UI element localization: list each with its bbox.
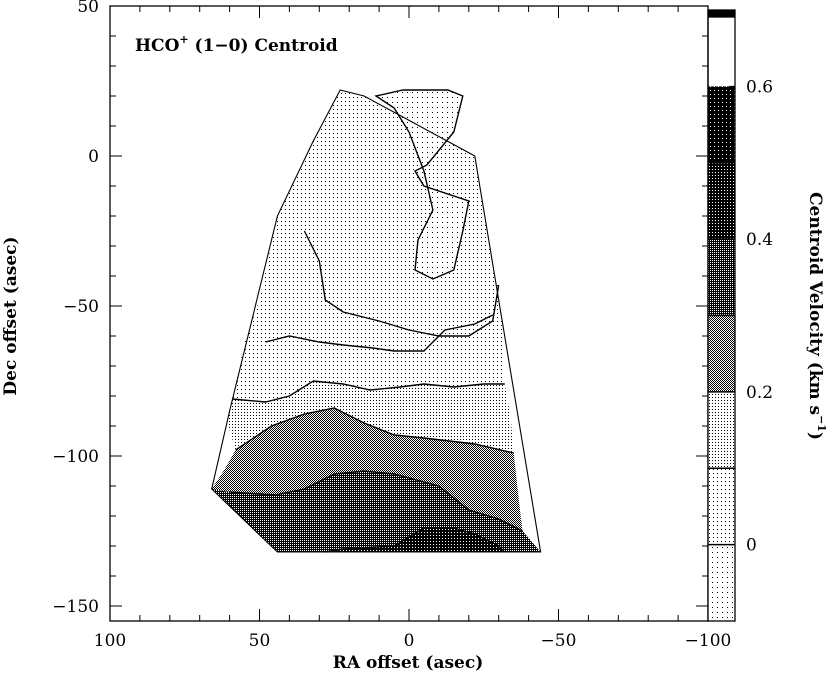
velocity-map bbox=[211, 90, 541, 552]
colorbar-swatch bbox=[708, 10, 735, 86]
contour-line bbox=[303, 230, 500, 337]
contour-lines bbox=[211, 89, 542, 553]
colorbar-label-close: ) bbox=[805, 432, 825, 440]
chart-title-superscript: + bbox=[179, 33, 188, 46]
y-tick-label: 0 bbox=[88, 147, 99, 167]
chart-title: HCO+ (1−0) Centroid bbox=[135, 33, 338, 56]
y-axis-label: Dec offset (asec) bbox=[1, 236, 21, 395]
velocity-band bbox=[232, 90, 505, 402]
contour-line bbox=[229, 470, 523, 532]
contour-line bbox=[325, 527, 506, 553]
x-axis: 100 50 0 −50 −100 bbox=[94, 6, 732, 651]
colorbar-label-superscript: −1 bbox=[815, 415, 828, 432]
colorbar-swatch bbox=[708, 162, 735, 240]
x-axis-label: RA offset (asec) bbox=[333, 653, 484, 673]
map-outline bbox=[211, 89, 542, 553]
colorbar-swatch bbox=[708, 86, 735, 163]
colorbar: 0 0.2 0.4 0.6 bbox=[707, 9, 773, 622]
colorbar-swatch bbox=[708, 315, 735, 392]
contour-line bbox=[235, 407, 514, 454]
colorbar-tick-label: 0.4 bbox=[746, 230, 773, 250]
colorbar-swatch bbox=[708, 391, 735, 469]
colorbar-swatch bbox=[708, 544, 735, 621]
y-tick-label: −100 bbox=[52, 447, 99, 467]
colorbar-frame bbox=[707, 9, 736, 622]
y-axis: 50 0 −50 −100 −150 bbox=[52, 0, 708, 617]
x-tick-label: −50 bbox=[541, 631, 577, 651]
colorbar-swatch bbox=[708, 10, 735, 18]
velocity-band bbox=[325, 528, 505, 552]
colorbar-swatch bbox=[708, 468, 735, 545]
colorbar-tick-label: 0 bbox=[746, 536, 757, 556]
y-tick-label: −50 bbox=[63, 297, 99, 317]
x-tick-label: −100 bbox=[685, 631, 732, 651]
contour-line bbox=[374, 89, 470, 280]
x-tick-label: 0 bbox=[404, 631, 415, 651]
contour-line bbox=[232, 380, 505, 403]
y-tick-label: 50 bbox=[77, 0, 99, 17]
colorbar-tick-label: 0.2 bbox=[746, 383, 773, 403]
colorbar-label: Centroid Velocity (km s−1) bbox=[805, 192, 828, 440]
x-tick-label: 50 bbox=[249, 631, 271, 651]
velocity-band bbox=[211, 408, 523, 531]
y-tick-label: −150 bbox=[52, 597, 99, 617]
contour-line bbox=[265, 314, 494, 352]
colorbar-swatch bbox=[708, 239, 735, 316]
x-tick-label: 100 bbox=[94, 631, 126, 651]
velocity-band bbox=[376, 90, 469, 279]
velocity-band bbox=[226, 381, 514, 453]
chart-title-suffix: (1−0) Centroid bbox=[189, 36, 338, 56]
colorbar-tick-label: 0.6 bbox=[746, 77, 773, 97]
